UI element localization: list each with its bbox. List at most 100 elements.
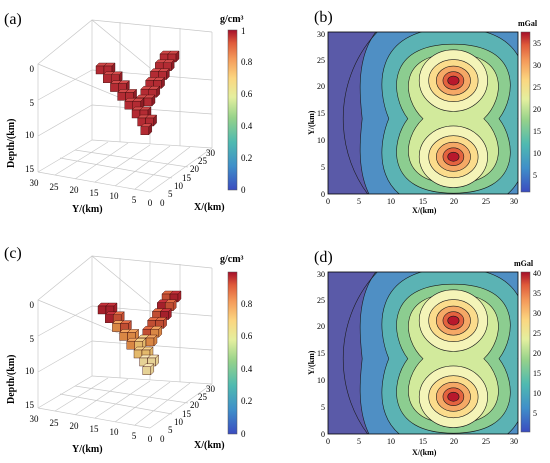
y-tick: 5 xyxy=(132,195,137,205)
voxel-side xyxy=(168,308,172,321)
contour-lobe xyxy=(447,315,460,326)
voxel-side xyxy=(111,62,116,75)
y-tick: 10 xyxy=(110,191,120,201)
panel-b-tag: (b) xyxy=(314,9,333,26)
panel-d-colorbar-unit: mGal xyxy=(514,259,534,268)
y-tick: 25 xyxy=(50,182,60,192)
x-tick: 0 xyxy=(160,198,165,208)
x-tick: 5 xyxy=(357,197,361,206)
panel-c-voxels xyxy=(97,290,182,376)
x-tick: 10 xyxy=(174,417,184,427)
x-tick: 20 xyxy=(190,164,200,174)
contour-outer xyxy=(342,32,378,194)
panel-b-plot-frame xyxy=(327,31,519,195)
panel-a-x-ticks: 0 5 10 15 20 25 30 xyxy=(160,148,216,208)
cbar-tick: 25 xyxy=(533,329,541,338)
y-tick: 15 xyxy=(317,109,325,118)
panel-c-colorbar-unit: g/cm³ xyxy=(220,254,244,265)
panel-d-tag: (d) xyxy=(314,249,333,266)
voxel-side xyxy=(150,363,155,376)
y-tick: 15 xyxy=(317,349,325,358)
voxel-side xyxy=(166,68,170,81)
cbar-tick: 10 xyxy=(533,389,541,398)
panel-a-colorbar xyxy=(227,29,238,191)
panel-b-colorbar-ticks: 5 10 15 20 25 30 35 xyxy=(533,39,541,180)
y-tick: 25 xyxy=(317,296,325,305)
contour-lobe xyxy=(447,151,460,162)
z-tick: 5 xyxy=(30,334,35,344)
voxel-side xyxy=(177,290,182,303)
voxel-side xyxy=(172,299,177,312)
z-tick: 15 xyxy=(25,400,35,410)
panel-c-z-ticks: 0 5 10 15 xyxy=(25,300,35,410)
cbar-tick: 35 xyxy=(533,289,541,298)
y-tick: 20 xyxy=(70,185,80,195)
z-tick: 0 xyxy=(30,64,35,74)
x-tick: 15 xyxy=(182,173,192,183)
x-tick: 25 xyxy=(198,392,208,402)
x-tick: 15 xyxy=(419,437,427,446)
panel-c: (c) 0 5 xyxy=(4,245,253,455)
voxel-front xyxy=(104,314,114,323)
cbar-tick: 40 xyxy=(533,269,541,278)
z-tick: 10 xyxy=(25,366,35,376)
x-tick: 20 xyxy=(190,400,200,410)
y-tick: 25 xyxy=(50,418,60,428)
voxel-side xyxy=(158,325,163,338)
voxel-front xyxy=(140,126,150,136)
panel-c-colorbar-ticks: 0 0.2 0.4 0.6 0.8 xyxy=(241,299,253,439)
y-tick: 10 xyxy=(110,427,120,437)
cbar-tick: 0.2 xyxy=(241,396,252,406)
x-tick: 5 xyxy=(168,189,173,199)
cbar-tick: 0.4 xyxy=(241,364,253,374)
panel-b-colorbar-unit: mGal xyxy=(518,19,538,28)
cbar-tick: 0.6 xyxy=(241,89,253,99)
panel-c-x-ticks: 0 5 10 15 20 25 30 xyxy=(160,384,216,444)
panel-a-colorbar-ticks: 0 0.2 0.4 0.6 0.8 1 xyxy=(241,26,253,195)
x-tick: 0 xyxy=(160,434,165,444)
panel-b: (b) 0 5 10 15 20 25 30 X/(km) 0 5 10 15 … xyxy=(307,9,541,215)
contour-lobe xyxy=(447,391,460,402)
y-tick: 10 xyxy=(317,136,325,145)
x-tick: 15 xyxy=(419,197,427,206)
voxel-front xyxy=(117,92,126,101)
y-tick: 15 xyxy=(90,424,100,434)
z-tick: 0 xyxy=(30,300,35,310)
y-tick: 20 xyxy=(317,322,325,331)
cbar-tick: 5 xyxy=(533,171,537,180)
panel-a-voxels xyxy=(95,50,180,136)
y-tick: 5 xyxy=(132,431,137,441)
voxel-side xyxy=(126,80,130,93)
voxel-side xyxy=(142,337,147,350)
x-tick: 0 xyxy=(326,197,330,206)
cbar-tick: 0.4 xyxy=(241,121,253,131)
panel-d-colorbar xyxy=(520,271,531,433)
cbar-tick: 5 xyxy=(533,409,537,418)
cbar-tick: 35 xyxy=(533,39,541,48)
x-tick: 0 xyxy=(326,437,330,446)
x-tick: 30 xyxy=(206,148,216,158)
x-tick: 5 xyxy=(168,425,173,435)
cbar-tick: 15 xyxy=(533,127,541,136)
voxel-side xyxy=(118,71,123,84)
voxel-side xyxy=(120,311,125,324)
voxel-front xyxy=(126,341,136,350)
voxel-side xyxy=(156,85,161,98)
cbar-tick: 0 xyxy=(241,429,246,439)
x-tick: 30 xyxy=(510,197,518,206)
cbar-tick: 0.6 xyxy=(241,331,253,341)
panel-c-ylabel: Y/(km) xyxy=(72,444,103,455)
panel-c-y-ticks: 30 25 20 15 10 5 0 xyxy=(30,414,153,444)
panel-d-colorbar-ticks: 5 10 15 20 25 30 35 40 xyxy=(533,269,541,418)
y-tick: 10 xyxy=(317,376,325,385)
y-tick: 5 xyxy=(321,403,325,412)
panel-b-xlabel: X/(km) xyxy=(412,206,437,215)
contour-outer xyxy=(342,272,378,434)
panel-b-colorbar xyxy=(520,31,531,193)
x-tick: 10 xyxy=(174,181,184,191)
panel-d: (d) 0 5 10 15 20 25 30 X/(km) 0 5 10 15 … xyxy=(307,249,541,457)
y-tick: 25 xyxy=(317,56,325,65)
voxel-side xyxy=(151,94,156,107)
voxel-side xyxy=(128,320,132,333)
contour-lobe xyxy=(447,75,460,86)
